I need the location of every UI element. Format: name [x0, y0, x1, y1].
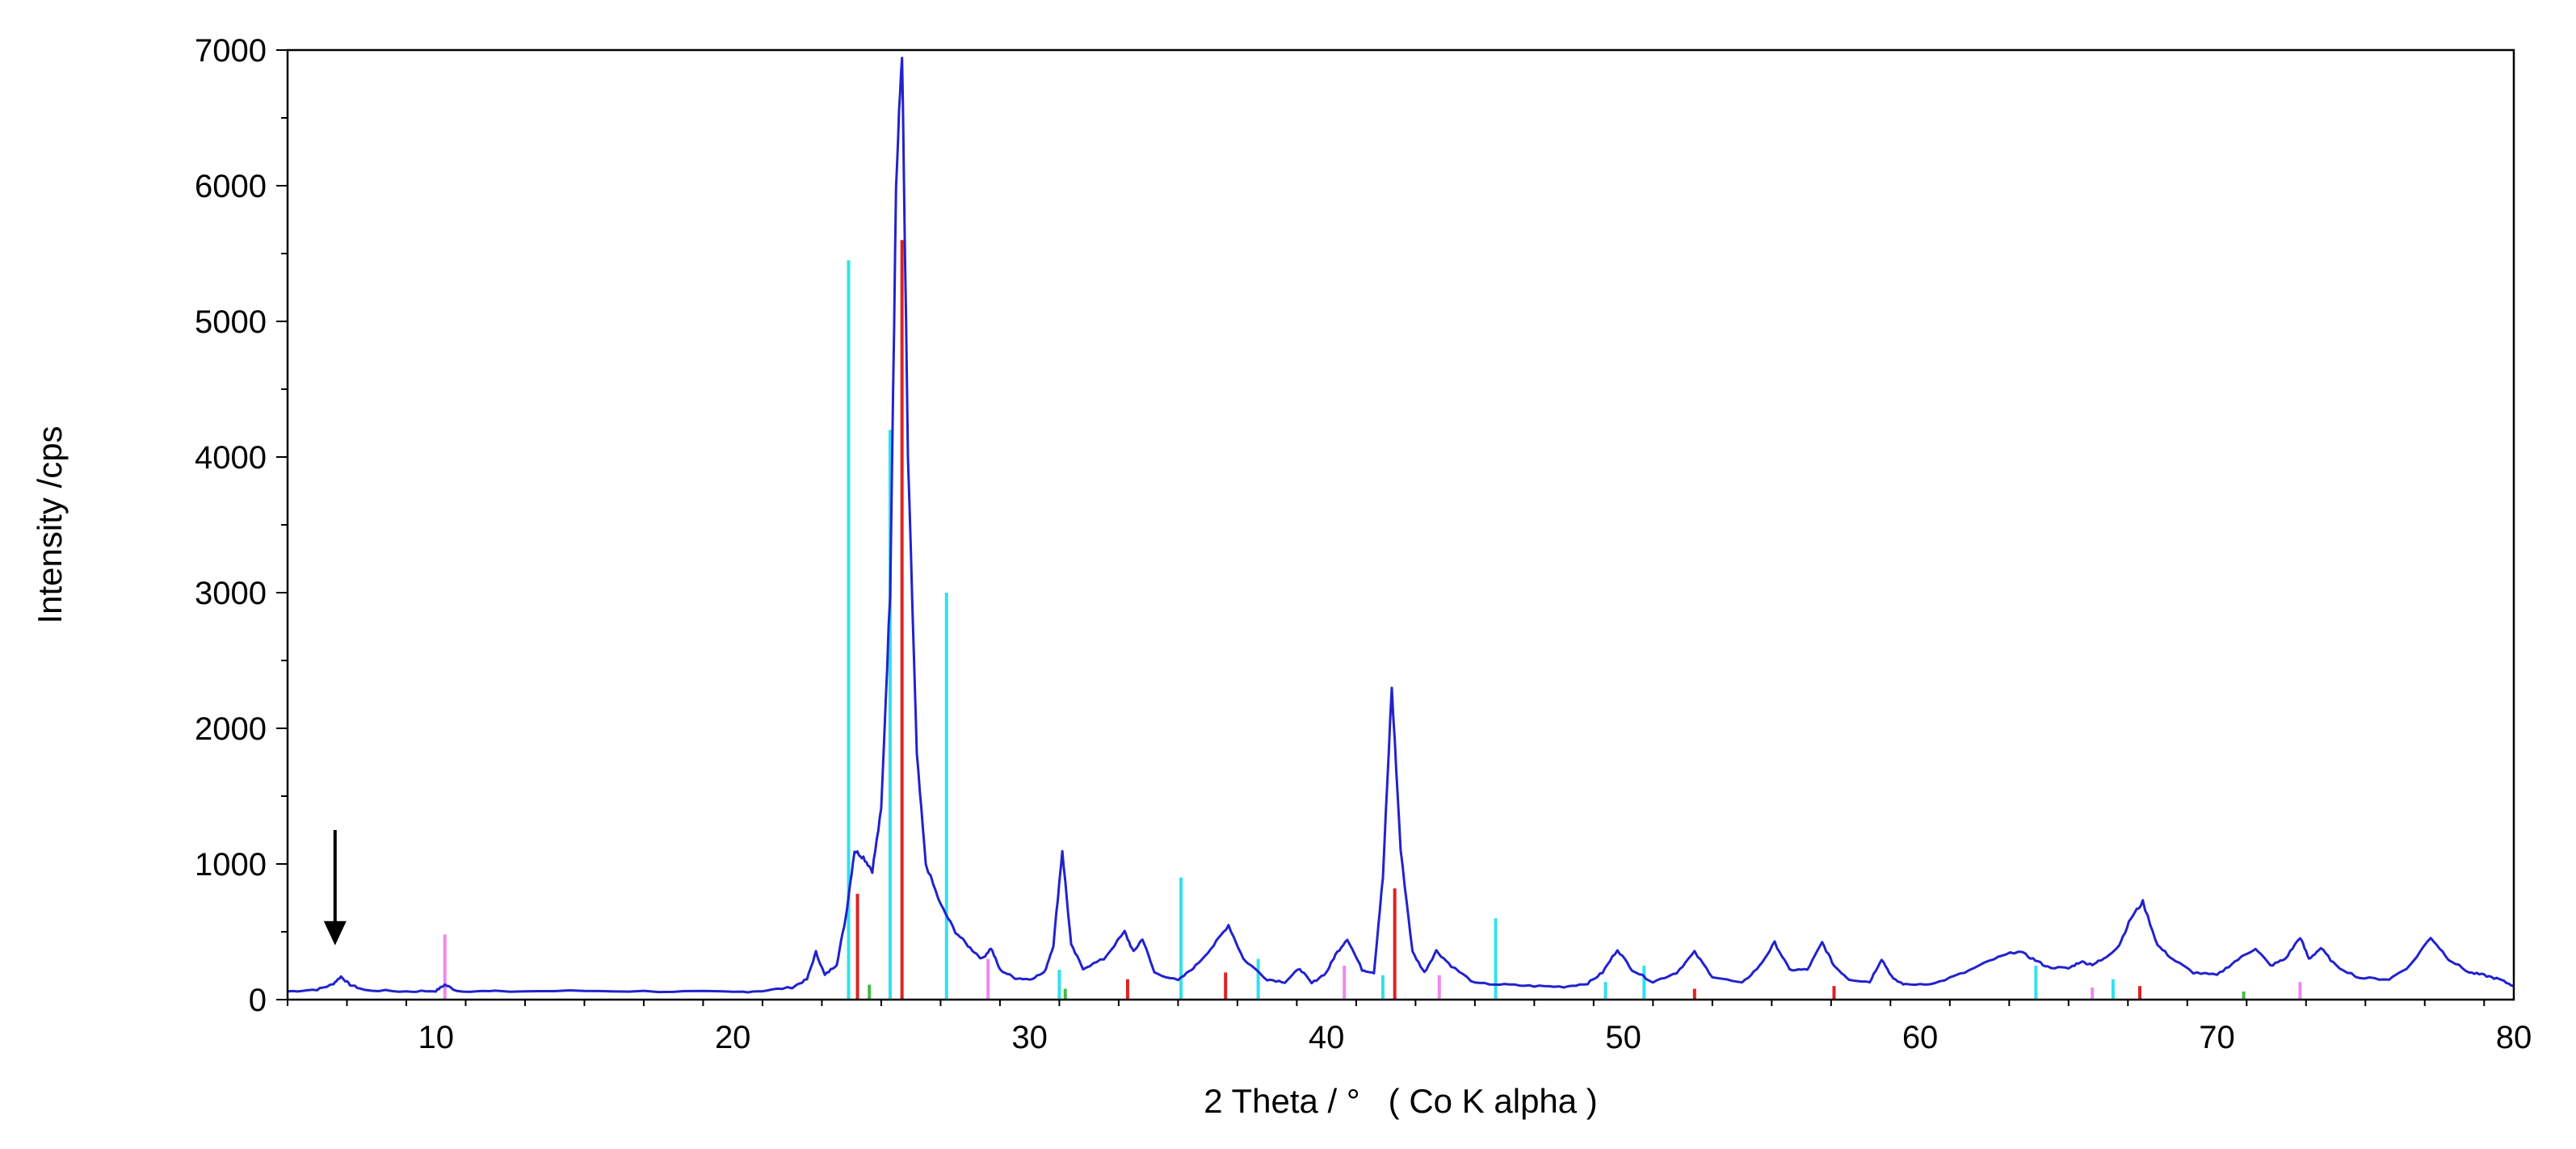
y-tick-label: 0	[249, 983, 267, 1018]
y-tick-label: 1000	[195, 847, 267, 883]
x-tick-label: 40	[1309, 1020, 1345, 1055]
x-tick-label: 60	[1902, 1020, 1939, 1055]
y-tick-label: 7000	[195, 33, 267, 69]
x-tick-label: 70	[2199, 1020, 2235, 1055]
x-axis: 10 20 30 40 50 60 70 80	[287, 1000, 2532, 1055]
y-tick-label: 6000	[195, 169, 267, 204]
y-tick-label: 3000	[195, 576, 267, 611]
pattern-series	[287, 57, 2515, 994]
x-tick-label: 30	[1011, 1020, 1048, 1055]
y-axis-title: Intensity /cps	[31, 426, 69, 623]
y-tick-label: 5000	[195, 304, 267, 340]
y-tick-label: 2000	[195, 711, 267, 747]
annotations	[323, 830, 347, 946]
y-axis: 0 1000 2000 3000 4000 5000 6000 7000	[195, 33, 288, 1018]
diffraction-pattern-line-0	[287, 57, 2515, 994]
y-tick-label: 4000	[195, 440, 267, 476]
x-tick-label: 20	[715, 1020, 751, 1055]
x-tick-label: 50	[1605, 1020, 1641, 1055]
x-axis-title: 2 Theta / ° ( Co K alpha )	[1204, 1082, 1598, 1120]
reference-lines	[443, 240, 2302, 1000]
x-tick-label: 80	[2496, 1020, 2532, 1055]
arrow-head-0	[323, 920, 347, 946]
x-tick-label: 10	[418, 1020, 454, 1055]
